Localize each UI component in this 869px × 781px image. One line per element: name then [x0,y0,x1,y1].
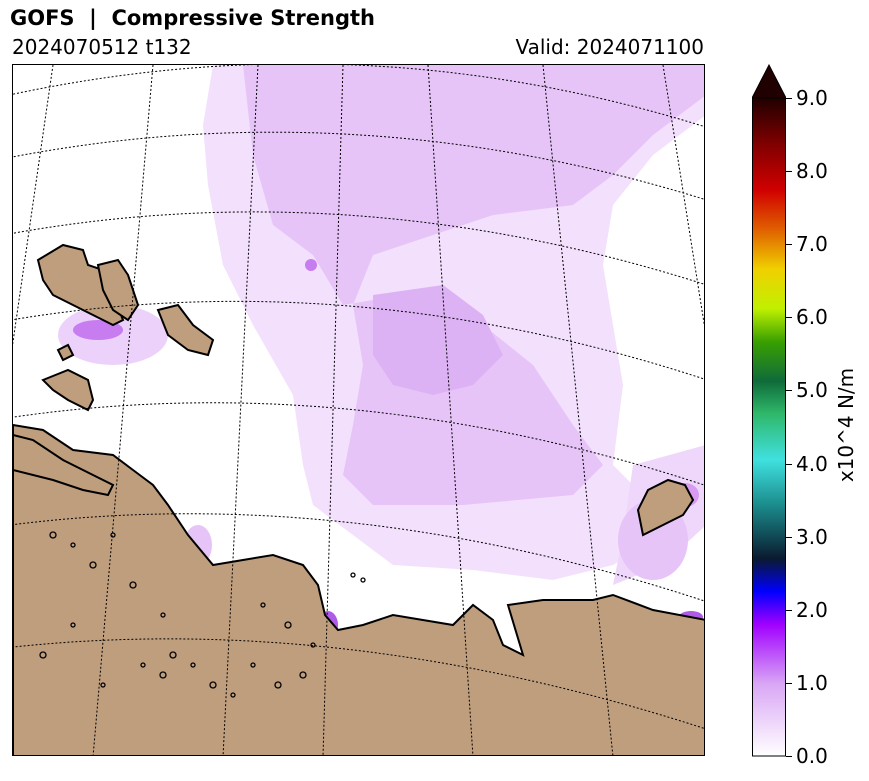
colorbar-tick-mark [786,682,792,684]
colorbar-tick-label: 7.0 [796,232,828,257]
valid-time-label: Valid: 2024071100 [515,35,704,59]
ice-region-medium [243,65,704,505]
colorbar-tick-mark [786,171,792,173]
land-peninsula [13,433,115,497]
ice-dot [305,259,317,271]
colorbar-tick-mark [786,390,792,392]
land-mainland-south [13,423,704,755]
colorbar-tick-label: 6.0 [796,305,828,330]
colorbar-svg [751,63,787,757]
map-svg [13,65,704,755]
ice-strength-field [58,65,704,639]
land-island-east [636,478,695,537]
land-masses [13,243,704,755]
colorbar [751,63,787,757]
map-panel [12,64,705,756]
colorbar-tick-mark [786,98,792,99]
colorbar-extend-arrow [751,63,787,99]
colorbar-tick-mark [786,756,792,757]
land-island-small [56,343,75,362]
ice-region-strong [373,285,503,395]
colorbar-tick-label: 5.0 [796,378,828,403]
land-island-west [41,368,95,412]
colorbar-tick-label: 0.0 [796,744,828,768]
colorbar-tick-mark [786,463,792,465]
ice-patch-west-strong [73,320,123,340]
land-island-north-2 [96,258,140,322]
colorbar-tick-label: 2.0 [796,597,828,622]
colorbar-tick-label: 4.0 [796,451,828,476]
lakes [39,531,366,698]
run-time-label: 2024070512 t132 [12,35,192,59]
colorbar-tick-mark [786,317,792,319]
colorbar-tick-label: 3.0 [796,524,828,549]
colorbar-tick-label: 8.0 [796,159,828,184]
colorbar-label: x10^4 N/m [834,367,858,483]
land-island-north-1 [36,243,125,327]
graticule [13,65,704,755]
colorbar-tick-label: 1.0 [796,670,828,695]
land-island-north-3 [156,303,215,357]
colorbar-tick-label: 9.0 [796,86,828,110]
map-title: GOFS | Compressive Strength [10,6,375,30]
colorbar-tick-mark [786,536,792,538]
colorbar-tick-mark [786,609,792,611]
colorbar-tick-mark [786,244,792,246]
colorbar-ramp [752,97,786,757]
